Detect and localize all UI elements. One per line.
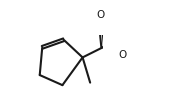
Text: O: O xyxy=(119,50,127,60)
Text: O: O xyxy=(96,10,104,20)
